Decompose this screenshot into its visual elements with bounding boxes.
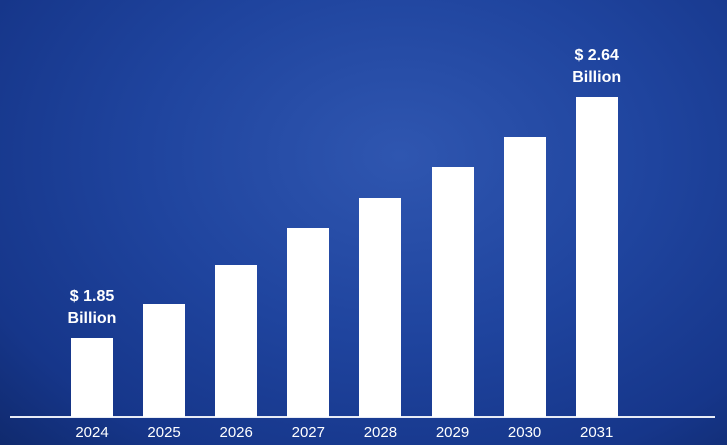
- x-tick-label: 2031: [580, 424, 614, 441]
- value-label: $ 2.64 Billion: [572, 47, 622, 87]
- x-tick-label: 2030: [507, 424, 542, 441]
- x-tick-label: 2029: [435, 424, 470, 441]
- bar: [359, 197, 402, 417]
- bar: [71, 337, 113, 417]
- x-tick-label: 2024: [75, 424, 109, 441]
- bar: [503, 136, 546, 417]
- bar: [215, 264, 258, 417]
- bar: [143, 304, 186, 417]
- x-tick-label: 2025: [147, 424, 181, 441]
- bar: [287, 228, 330, 417]
- bar: [431, 167, 474, 417]
- x-tick-label: 2027: [291, 424, 325, 441]
- bar: [575, 97, 618, 417]
- value-label: $ 1.85 Billion: [67, 287, 117, 327]
- x-tick-label: 2028: [363, 424, 398, 441]
- x-tick-label: 2026: [219, 424, 253, 441]
